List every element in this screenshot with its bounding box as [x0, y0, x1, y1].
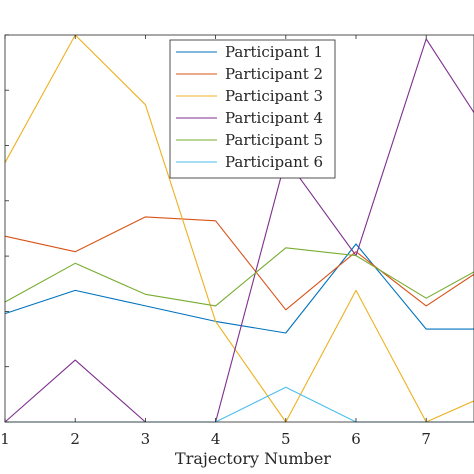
x-tick-label: 4 — [211, 430, 221, 448]
legend-label-4: Participant 4 — [225, 109, 323, 127]
y-axis — [5, 34, 9, 423]
x-tick-label: 3 — [141, 430, 151, 448]
x-tick-label: 6 — [351, 430, 361, 448]
legend-label-1: Participant 1 — [225, 43, 323, 61]
series-line-5 — [4, 247, 474, 307]
series-line-3 — [4, 34, 474, 423]
x-tick-label: 7 — [421, 430, 431, 448]
plot-area — [4, 34, 474, 423]
series-line-2 — [4, 216, 474, 311]
series-line-4 — [4, 38, 474, 423]
x-axis: 1 2 3 4 5 6 7 — [0, 35, 431, 448]
legend-label-6: Participant 6 — [225, 153, 323, 171]
legend: Participant 1 Participant 2 Participant 3 P… — [169, 39, 336, 179]
series-line-1 — [4, 243, 474, 334]
legend-label-5: Participant 5 — [225, 131, 323, 149]
x-tick-label: 2 — [70, 430, 80, 448]
series-line-6 — [5, 386, 474, 423]
x-tick-label: 1 — [0, 430, 10, 448]
legend-box — [169, 39, 336, 179]
legend-label-3: Participant 3 — [225, 87, 323, 105]
x-axis-label: Trajectory Number — [175, 449, 331, 468]
legend-label-2: Participant 2 — [225, 65, 323, 83]
x-tick-label: 5 — [281, 430, 291, 448]
